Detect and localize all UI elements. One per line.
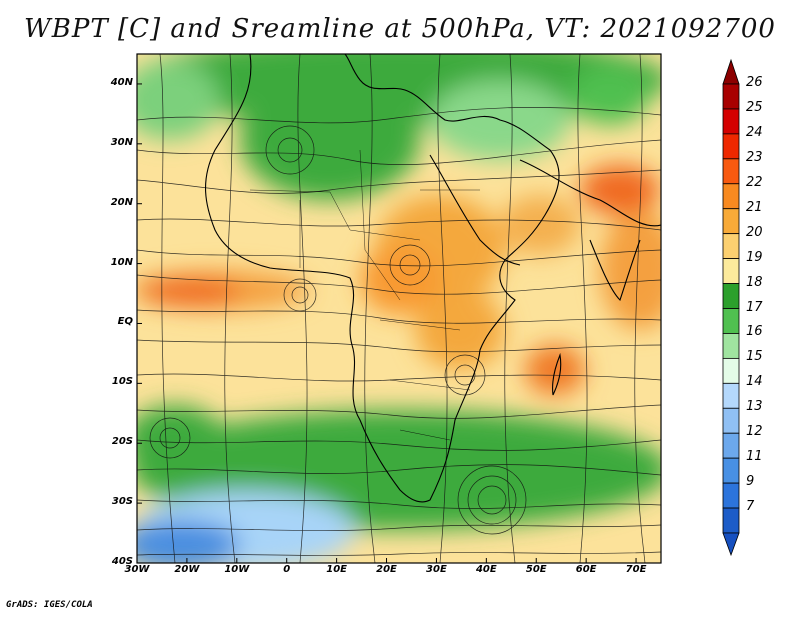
- lon-label: 30E: [426, 564, 447, 575]
- colorbar-swatch: [722, 158, 740, 185]
- colorbar-swatch: [722, 308, 740, 334]
- colorbar-label: 7: [746, 499, 755, 515]
- lon-label: 0: [283, 564, 291, 575]
- colorbar-swatch: [722, 83, 740, 110]
- colorbar-label: 15: [746, 349, 763, 365]
- axis-ticks: [136, 83, 637, 564]
- lat-label: 20S: [111, 436, 133, 448]
- colorbar-label: 18: [746, 274, 763, 290]
- lat-label: 10S: [111, 376, 133, 388]
- lon-label: 10W: [224, 564, 250, 575]
- colorbar-swatch: [722, 108, 740, 135]
- lat-label: 30S: [111, 496, 133, 508]
- colorbar-label: 17: [746, 299, 763, 315]
- borders: [249, 149, 480, 441]
- lat-label: EQ: [117, 316, 133, 328]
- colorbar-swatch: [722, 233, 740, 260]
- colorbar-swatch: [722, 432, 740, 459]
- colorbar-swatch: [722, 283, 740, 309]
- colorbar-label: 14: [746, 374, 763, 390]
- lat-label: 20N: [110, 196, 133, 208]
- colorbar-label: 13: [746, 399, 763, 415]
- colorbar-swatch: [722, 208, 740, 235]
- coastlines: [205, 54, 661, 503]
- lat-label: 10N: [110, 256, 133, 268]
- colorbar-label: 9: [746, 474, 755, 490]
- colorbar-top-arrow: [722, 58, 740, 85]
- lon-label: 60E: [575, 564, 597, 575]
- lon-label: 30W: [124, 564, 150, 575]
- lon-label: 50E: [525, 564, 547, 575]
- colorbar-swatch: [722, 407, 740, 434]
- wbpt-field: [137, 54, 661, 563]
- colorbar-label: 20: [746, 224, 763, 240]
- lon-label: 10E: [326, 564, 347, 575]
- grads-credit: GrADS: IGES/COLA: [6, 600, 93, 610]
- colorbar-swatch: [722, 357, 740, 384]
- lon-label: 20W: [174, 564, 200, 575]
- colorbar-swatch: [722, 133, 740, 160]
- colorbar-swatch: [722, 507, 740, 534]
- colorbar-label: 22: [746, 174, 763, 190]
- chart-title: WBPT [C] and Sreamline at 500hPa, VT: 20…: [24, 14, 776, 44]
- colorbar-label: 23: [746, 149, 763, 165]
- map-frame: [136, 53, 662, 564]
- lat-label: 40N: [110, 76, 133, 88]
- colorbar-label: 25: [746, 99, 763, 115]
- lon-label: 20E: [376, 564, 397, 575]
- colorbar-swatch: [722, 382, 740, 409]
- lon-label: 70E: [625, 564, 647, 575]
- colorbar-label: 16: [746, 324, 763, 340]
- colorbar-swatch: [722, 258, 740, 284]
- colorbar-bottom-arrow: [722, 532, 740, 557]
- lat-label: 40S: [111, 556, 133, 567]
- lat-label: 30N: [110, 136, 133, 148]
- colorbar-label: 19: [746, 249, 763, 265]
- colorbar-swatch: [722, 333, 740, 359]
- colorbar-label: 24: [746, 124, 763, 140]
- lon-label: 40E: [475, 564, 497, 575]
- colorbar-label: 26: [746, 75, 763, 90]
- colorbar-label: 12: [746, 424, 763, 440]
- colorbar-swatch: [722, 482, 740, 509]
- streamlines: [137, 54, 661, 563]
- colorbar-label: 11: [746, 449, 763, 465]
- colorbar-label: 21: [746, 199, 763, 215]
- colorbar-swatch: [722, 183, 740, 210]
- colorbar-swatch: [722, 457, 740, 484]
- colorbar: [722, 58, 740, 557]
